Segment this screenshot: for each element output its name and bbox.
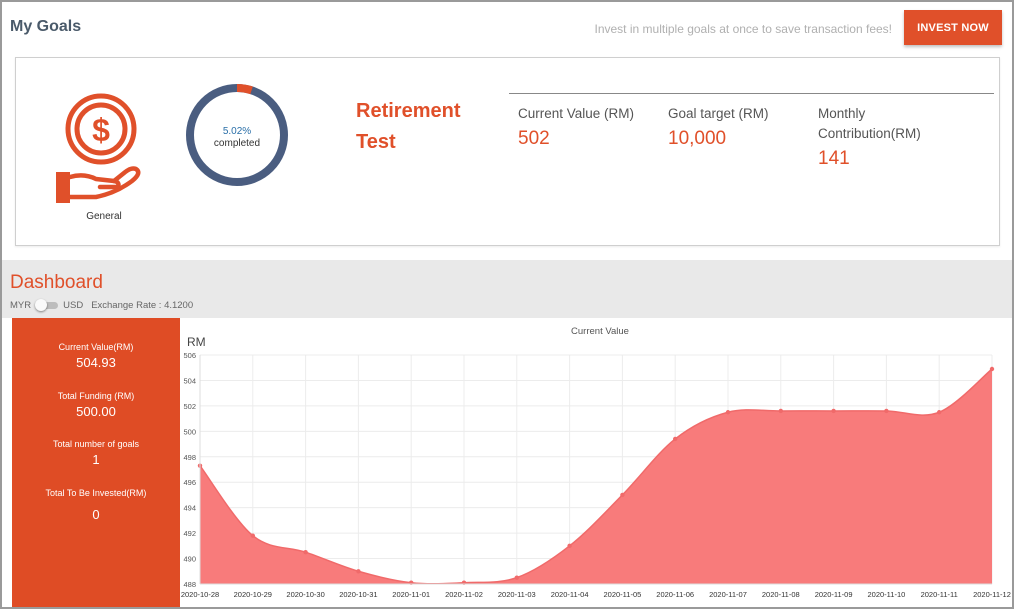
summary-panel: Current Value(RM) 504.93 Total Funding (…	[12, 318, 180, 607]
series-line	[199, 368, 993, 585]
goal-name[interactable]: Retirement Test	[356, 100, 461, 153]
data-point	[303, 549, 308, 555]
stat-label: Monthly Contribution(RM)	[818, 106, 921, 141]
x-tick-label: 2020-11-12	[973, 590, 1011, 599]
x-tick-label: 2020-11-11	[921, 590, 958, 599]
data-point	[567, 543, 572, 549]
current-value-chart: 488 490 492 494 496 498 500 502 504 506 2020-10-28…	[181, 326, 1011, 599]
data-point	[620, 492, 625, 498]
goal-category: General	[86, 211, 122, 222]
data-point	[937, 410, 942, 415]
x-tick-label: 2020-11-05	[603, 590, 641, 599]
summary-label: Total To Be Invested(RM)	[45, 488, 147, 498]
x-tick-label: 2020-11-03	[498, 590, 536, 599]
toggle-track	[37, 302, 59, 309]
area-fill	[200, 368, 992, 584]
stat-value: 10,000	[668, 128, 727, 149]
data-point	[250, 533, 255, 538]
data-point	[673, 436, 678, 442]
x-tick-label: 2020-10-28	[181, 590, 219, 599]
chart-title: Current Value	[571, 326, 629, 337]
summary-goal-count: Total number of goals 1	[12, 439, 180, 467]
y-tick-label: 490	[183, 555, 196, 564]
data-point	[514, 575, 519, 580]
y-tick-label: 488	[183, 580, 196, 589]
stat-goal-target: Goal target (RM) 10,000	[668, 104, 788, 150]
x-tick-label: 2020-11-04	[551, 590, 589, 599]
y-tick-label: 506	[183, 351, 196, 360]
data-point	[884, 408, 889, 414]
stat-value: 141	[818, 148, 850, 169]
progress-arc	[186, 84, 288, 186]
currency-usd-label: USD	[63, 299, 84, 311]
progress-label: 5.02% completed	[182, 126, 292, 150]
y-tick-label: 492	[183, 529, 196, 538]
stat-label: Goal target (RM)	[668, 106, 769, 121]
x-tick-label: 2020-11-09	[815, 590, 853, 599]
y-tick-label: 504	[183, 376, 196, 385]
data-point	[831, 408, 836, 414]
summary-value: 1	[92, 452, 100, 467]
x-tick-label: 2020-11-01	[392, 590, 430, 599]
exchange-rate: Exchange Rate : 4.1200	[91, 299, 194, 311]
goal-card[interactable]: $ General 5.02% completed Retirement Tes…	[15, 57, 1000, 246]
summary-label: Total number of goals	[52, 439, 140, 449]
y-tick-label: 502	[183, 402, 196, 411]
x-tick-label: 2020-11-07	[709, 590, 747, 599]
summary-total-funding: Total Funding (RM) 500.00	[12, 391, 180, 419]
stat-label: Current Value (RM)	[518, 106, 635, 121]
summary-label: Current Value(RM)	[58, 342, 134, 352]
data-point	[989, 366, 995, 372]
stat-value: 502	[518, 128, 550, 149]
dashboard-title: Dashboard	[10, 272, 103, 293]
x-tick-label: 2020-11-02	[445, 590, 483, 599]
data-point	[778, 408, 783, 414]
progress-percent: 5.02%	[222, 126, 252, 137]
summary-value: 0	[92, 507, 100, 522]
divider	[509, 93, 994, 94]
x-tick-label: 2020-11-08	[762, 590, 800, 599]
y-tick-label: 496	[183, 478, 196, 487]
stat-current-value: Current Value (RM) 502	[518, 104, 638, 150]
data-point	[356, 569, 361, 574]
summary-value: 504.93	[76, 355, 116, 370]
invest-hint: Invest in multiple goals at once to save…	[594, 22, 893, 36]
x-tick-label: 2020-11-06	[656, 590, 694, 599]
x-tick-label: 2020-10-31	[339, 590, 377, 599]
summary-to-be-invested: Total To Be Invested(RM) 0	[12, 488, 180, 522]
invest-now-button[interactable]: INVEST NOW	[904, 10, 1002, 45]
x-tick-label: 2020-10-30	[286, 590, 324, 599]
money-hand-icon: $	[56, 93, 141, 203]
y-tick-label: 494	[183, 504, 196, 513]
x-tick-label: 2020-11-10	[867, 590, 905, 599]
y-axis-label: RM	[187, 335, 206, 349]
y-tick-label: 500	[183, 427, 196, 436]
summary-value: 500.00	[76, 404, 116, 419]
currency-switch-row: MYR USD Exchange Rate : 4.1200	[10, 298, 193, 312]
y-tick-label: 498	[183, 453, 196, 462]
x-tick-label: 2020-10-29	[234, 590, 272, 599]
stat-monthly-contribution: Monthly Contribution(RM) 141	[818, 104, 938, 170]
header: My Goals Invest in multiple goals at onc…	[2, 2, 1012, 58]
dashboard-header	[2, 260, 1012, 318]
currency-myr-label: MYR	[10, 299, 32, 311]
page-title: My Goals	[10, 18, 82, 35]
currency-toggle[interactable]	[35, 299, 59, 311]
progress-donut	[186, 84, 288, 186]
toggle-knob	[35, 299, 48, 311]
data-point	[725, 410, 731, 415]
summary-label: Total Funding (RM)	[57, 391, 135, 401]
svg-text:$: $	[92, 112, 110, 148]
progress-suffix: completed	[213, 138, 261, 149]
chart-area: 488 490 492 494 496 498 500 502 504 506 2020-10-28…	[180, 318, 1012, 607]
summary-current-value: Current Value(RM) 504.93	[12, 342, 180, 370]
